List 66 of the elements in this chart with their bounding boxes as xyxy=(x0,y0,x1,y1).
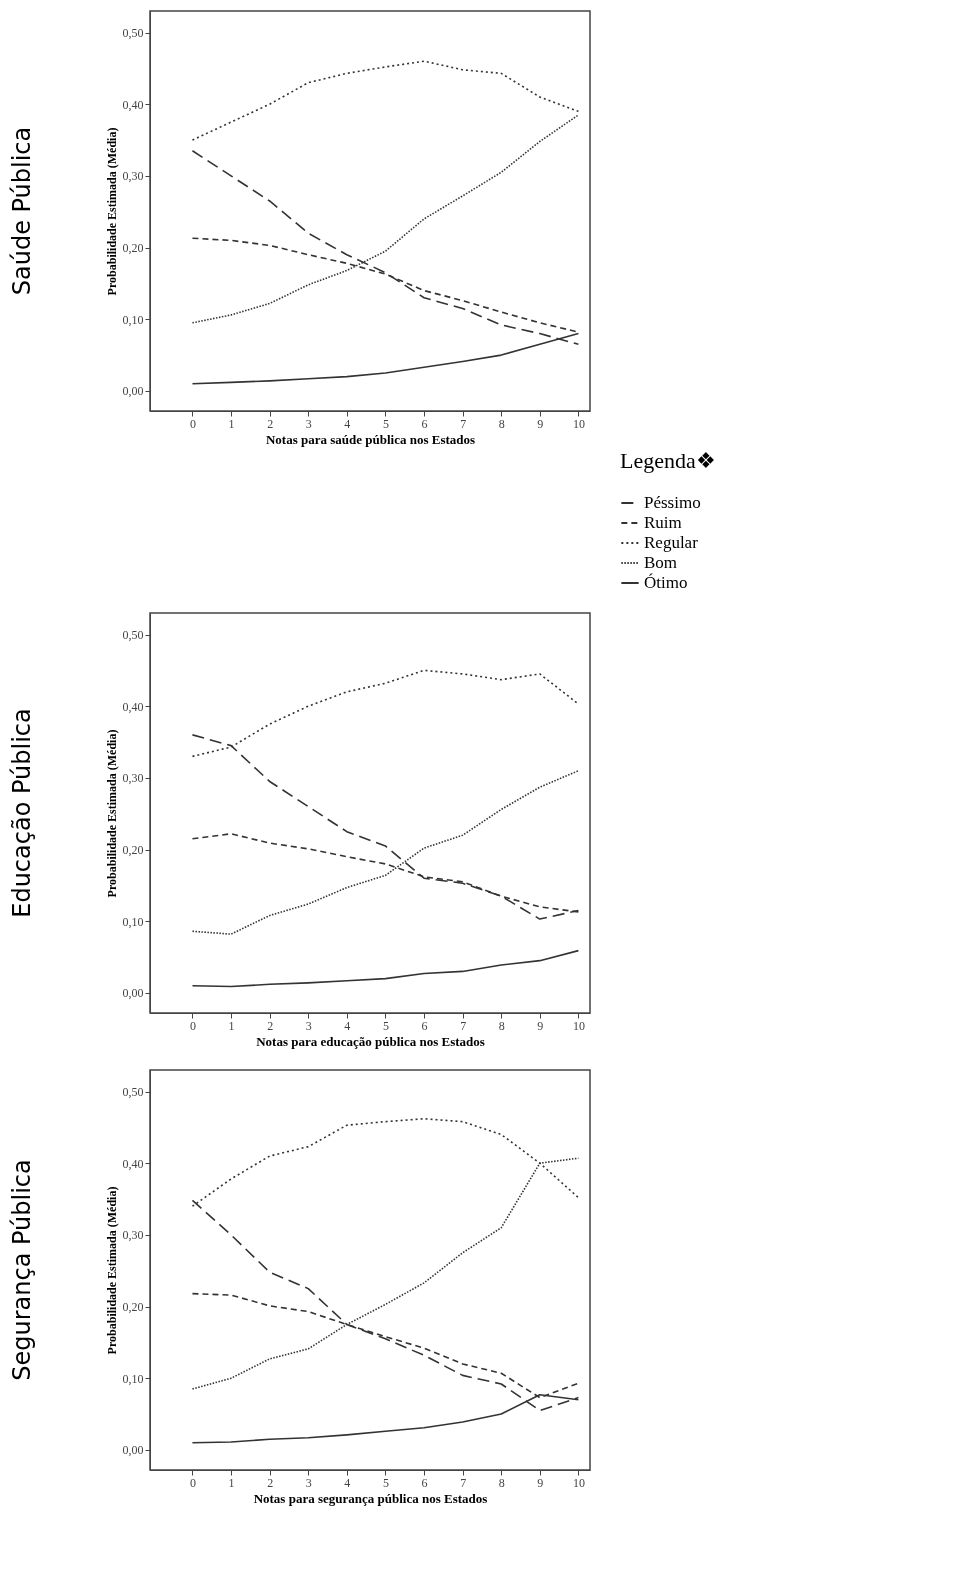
x-tick-label: 4 xyxy=(344,1018,351,1033)
x-tick-label: 3 xyxy=(305,1475,312,1490)
y-tick-label: 0,00 xyxy=(122,384,144,399)
y-axis-title: Probabilidade Estimada (Média) xyxy=(104,729,119,898)
legend-label: Bom xyxy=(644,553,678,572)
x-tick-label: 4 xyxy=(344,1475,351,1490)
y-tick-label: 0,40 xyxy=(122,699,144,714)
y-tick-label: 0,30 xyxy=(122,1228,144,1243)
y-tick-label: 0,50 xyxy=(122,628,144,643)
x-tick-label: 6 xyxy=(421,1475,428,1490)
y-tick-label: 0,30 xyxy=(122,169,144,184)
x-tick-label: 7 xyxy=(460,1018,467,1033)
x-tick-label: 0 xyxy=(189,1475,196,1490)
x-tick-label: 5 xyxy=(382,1475,389,1490)
x-tick-label: 7 xyxy=(460,1475,467,1490)
y-tick-label: 0,50 xyxy=(122,26,144,41)
y-tick-label: 0,20 xyxy=(122,843,144,858)
x-tick-label: 0 xyxy=(189,1018,196,1033)
x-axis-title: Notas para segurança pública nos Estados xyxy=(253,1490,488,1506)
legend-label: Péssimo xyxy=(644,493,701,512)
x-tick-label: 8 xyxy=(498,1018,505,1033)
x-tick-label: 9 xyxy=(537,416,544,431)
x-tick-label: 2 xyxy=(267,1475,274,1490)
x-tick-label: 1 xyxy=(228,1475,235,1490)
x-tick-label: 0 xyxy=(189,416,196,431)
x-tick-label: 2 xyxy=(267,416,274,431)
y-tick-label: 0,40 xyxy=(122,1156,144,1171)
x-tick-label: 5 xyxy=(382,416,389,431)
y-tick-label: 0,40 xyxy=(122,97,144,112)
y-tick-label: 0,50 xyxy=(122,1085,144,1100)
text: Segurança Pública xyxy=(8,1159,36,1381)
legend-title: Legenda❖ xyxy=(620,448,716,473)
x-tick-label: 2 xyxy=(267,1018,274,1033)
x-tick-label: 10 xyxy=(572,1475,585,1490)
x-tick-label: 9 xyxy=(537,1018,544,1033)
y-tick-label: 0,10 xyxy=(122,914,144,929)
x-tick-label: 10 xyxy=(572,1018,585,1033)
y-axis-title: Probabilidade Estimada (Média) xyxy=(104,127,119,296)
x-tick-label: 4 xyxy=(344,416,351,431)
x-tick-label: 1 xyxy=(228,1018,235,1033)
x-tick-label: 3 xyxy=(305,1018,312,1033)
x-tick-label: 6 xyxy=(421,416,428,431)
legend-label: Ruim xyxy=(644,513,682,532)
x-tick-label: 8 xyxy=(498,416,505,431)
legend-label: Ótimo xyxy=(644,573,688,592)
x-axis-title: Notas para saúde pública nos Estados xyxy=(265,431,476,447)
x-tick-label: 1 xyxy=(228,416,235,431)
y-axis-title: Probabilidade Estimada (Média) xyxy=(104,1186,119,1355)
y-tick-label: 0,00 xyxy=(122,1443,144,1458)
x-tick-label: 8 xyxy=(498,1475,505,1490)
x-tick-label: 3 xyxy=(305,416,312,431)
x-tick-label: 5 xyxy=(382,1018,389,1033)
x-tick-label: 9 xyxy=(537,1475,544,1490)
legend-label: Regular xyxy=(644,533,699,552)
text: Educação Pública xyxy=(8,708,36,918)
text: Saúde Pública xyxy=(8,126,36,296)
y-tick-label: 0,20 xyxy=(122,241,144,256)
y-tick-label: 0,10 xyxy=(122,312,144,327)
x-tick-label: 7 xyxy=(460,416,467,431)
x-axis-title: Notas para educação pública nos Estados xyxy=(256,1033,485,1049)
y-tick-label: 0,20 xyxy=(122,1300,144,1315)
y-tick-label: 0,00 xyxy=(122,986,144,1001)
x-tick-label: 6 xyxy=(421,1018,428,1033)
x-tick-label: 10 xyxy=(572,416,585,431)
y-tick-label: 0,10 xyxy=(122,1371,144,1386)
y-tick-label: 0,30 xyxy=(122,771,144,786)
